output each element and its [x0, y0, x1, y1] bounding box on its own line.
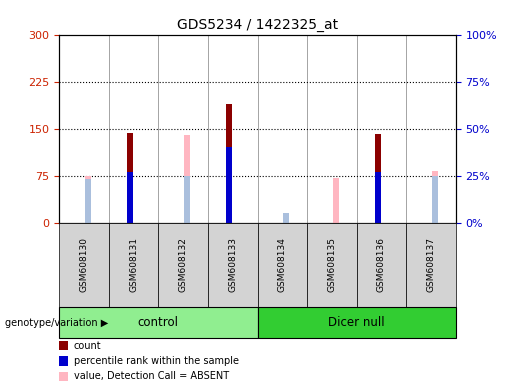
Bar: [127, 133, 133, 223]
Bar: [85, 176, 91, 223]
Text: GSM608131: GSM608131: [129, 237, 138, 293]
Text: genotype/variation ▶: genotype/variation ▶: [5, 318, 108, 328]
Text: value, Detection Call = ABSENT: value, Detection Call = ABSENT: [74, 371, 229, 381]
Title: GDS5234 / 1422325_at: GDS5234 / 1422325_at: [177, 18, 338, 32]
Bar: [283, 214, 289, 223]
Text: GSM608136: GSM608136: [377, 237, 386, 293]
Text: control: control: [138, 316, 179, 329]
Bar: [375, 172, 381, 223]
Bar: [127, 172, 133, 223]
Text: GSM608133: GSM608133: [228, 237, 237, 293]
Text: GSM608132: GSM608132: [179, 238, 187, 292]
Text: count: count: [74, 341, 101, 351]
Text: GSM608134: GSM608134: [278, 238, 287, 292]
Bar: [432, 170, 438, 223]
Bar: [226, 104, 232, 223]
Bar: [375, 134, 381, 223]
Bar: [333, 177, 338, 223]
Text: percentile rank within the sample: percentile rank within the sample: [74, 356, 238, 366]
Bar: [184, 176, 190, 223]
Bar: [226, 147, 232, 223]
Text: GSM608137: GSM608137: [426, 237, 436, 293]
Bar: [432, 176, 438, 223]
Text: Dicer null: Dicer null: [329, 316, 385, 329]
Text: GSM608135: GSM608135: [328, 237, 336, 293]
Bar: [184, 135, 190, 223]
Text: GSM608130: GSM608130: [79, 237, 89, 293]
Bar: [85, 179, 91, 223]
